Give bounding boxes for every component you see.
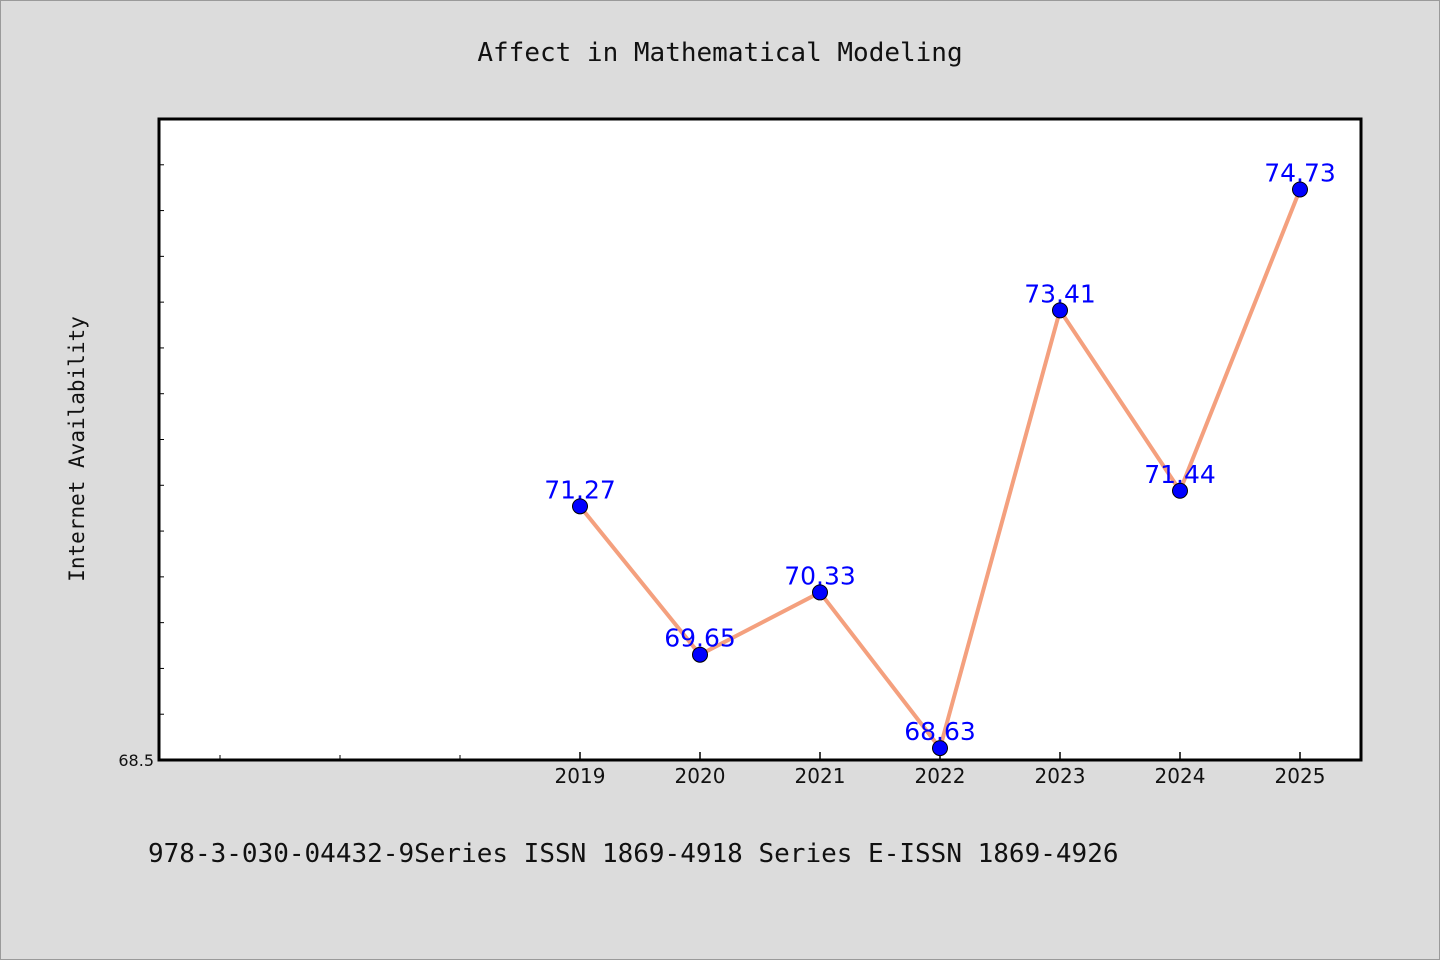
data-label: 68.63 — [904, 717, 976, 746]
x-tick-label: 2025 — [1275, 764, 1326, 788]
plot-area — [157, 117, 1363, 762]
data-labels: 71.27 69.65 70.33 68.63 73.41 71.44 74.73 — [544, 159, 1336, 747]
data-markers — [572, 181, 1308, 757]
data-label: 73.41 — [1024, 279, 1096, 308]
x-tick-label: 2021 — [795, 764, 846, 788]
data-point — [572, 498, 588, 515]
x-tick-label: 2024 — [1155, 764, 1206, 788]
y-tick-label: 68.5 — [118, 751, 154, 770]
data-label: 74.73 — [1264, 159, 1336, 188]
data-point — [692, 646, 708, 663]
data-point — [1292, 181, 1308, 198]
y-axis-label: Internet Availability — [65, 316, 89, 582]
data-label: 69.65 — [664, 624, 736, 653]
data-point — [932, 740, 948, 757]
x-tick-label: 2019 — [555, 764, 606, 788]
data-label: 71.27 — [544, 475, 616, 504]
x-tick-label: 2020 — [675, 764, 726, 788]
data-label: 71.44 — [1144, 460, 1216, 489]
x-tick-label: 2023 — [1035, 764, 1086, 788]
chart-title: Affect in Mathematical Modeling — [477, 38, 962, 68]
x-tick-label: 2022 — [915, 764, 966, 788]
footer-text: 978-3-030-04432-9Series ISSN 1869-4918 S… — [148, 839, 1119, 869]
data-point — [812, 584, 828, 601]
data-label: 70.33 — [784, 561, 856, 590]
data-point — [1172, 482, 1188, 499]
data-point — [1052, 302, 1068, 319]
axis-ticks: 2019 2020 2021 2022 2023 2024 2025 68.5 — [118, 118, 1326, 788]
